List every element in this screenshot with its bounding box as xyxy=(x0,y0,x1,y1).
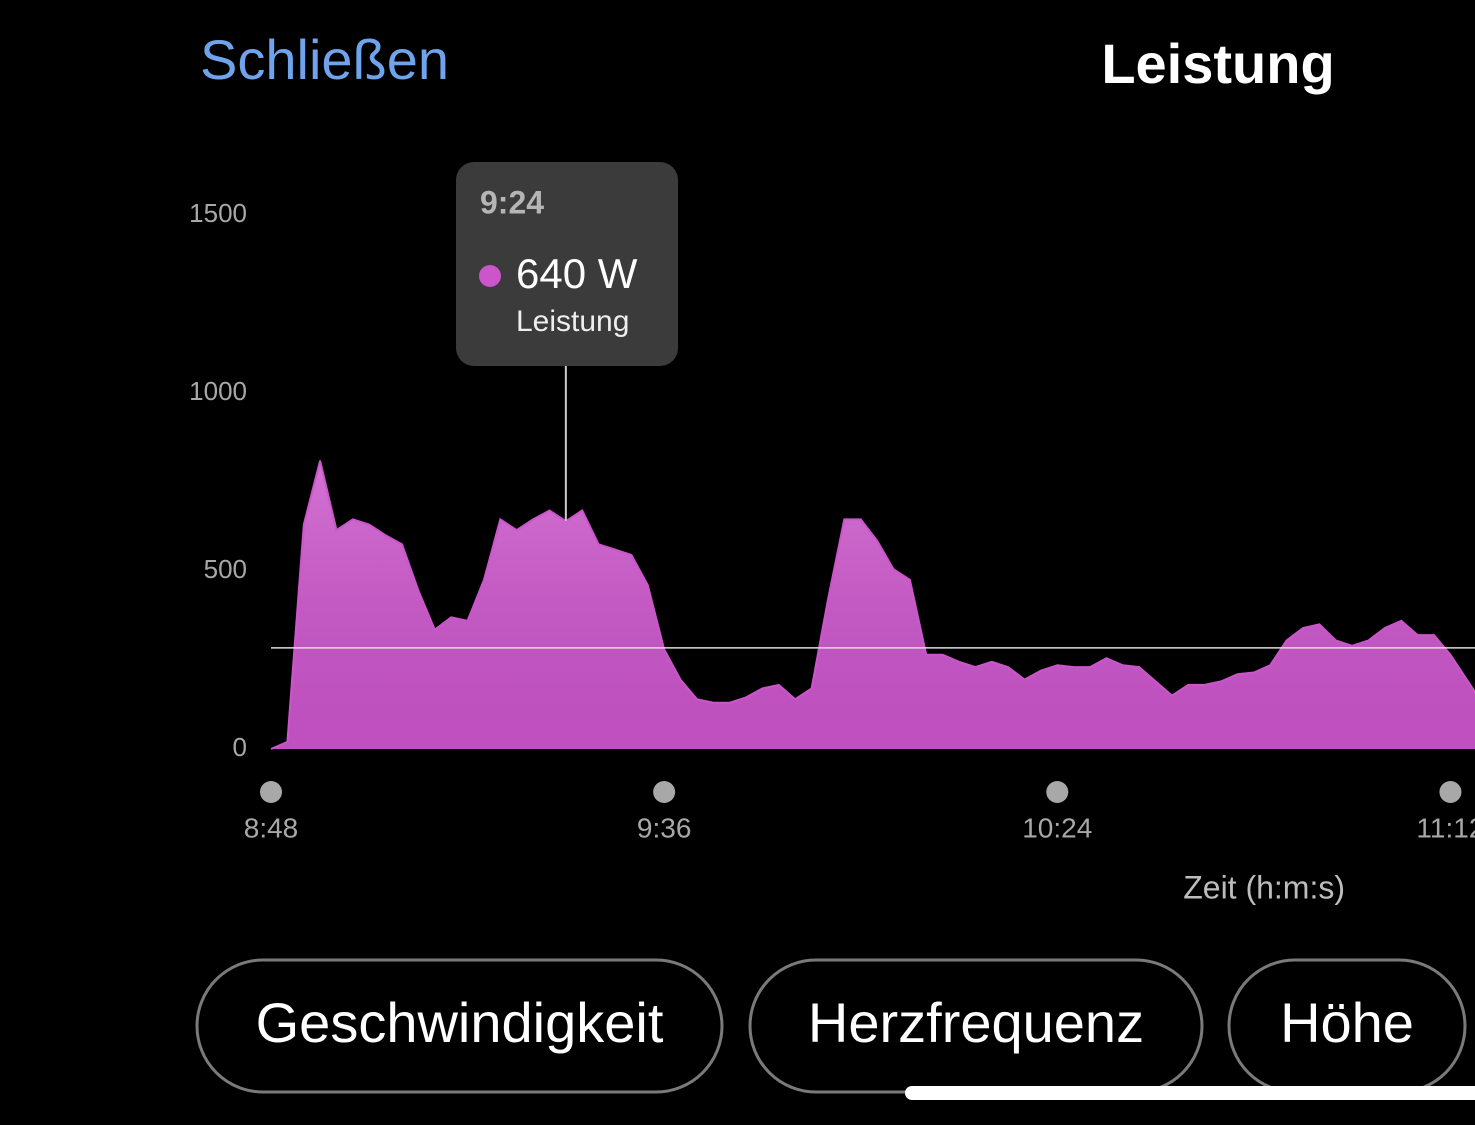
x-tick-label: 10:24 xyxy=(1022,812,1092,843)
x-tick-dot xyxy=(1439,781,1462,803)
tab-button[interactable] xyxy=(195,958,724,1094)
x-tick-dot xyxy=(260,781,282,803)
area-line xyxy=(270,460,1475,750)
tab-button-label[interactable]: Höhe xyxy=(1280,991,1414,1054)
y-tick-label: 0 xyxy=(233,732,247,762)
button-row: Geschwindigkeit Herzfrequenz Höhe xyxy=(195,958,1467,1094)
tooltip-time: 9:24 xyxy=(480,184,544,220)
tooltip-value: 640 W xyxy=(516,250,638,297)
x-tick-label: 11:12 xyxy=(1416,812,1475,843)
area-shade xyxy=(271,460,1475,749)
chart: 0 500 1000 1500 8:48 9:36 10:24 11:12 Zeit (h:m:… xyxy=(189,162,1475,905)
x-axis-label: Zeit (h:m:s) xyxy=(1183,869,1345,905)
x-tick-dot xyxy=(653,781,676,803)
tooltip-series: Leistung xyxy=(516,305,629,338)
y-tick-label: 1500 xyxy=(189,198,247,228)
x-tick-label: 9:36 xyxy=(637,812,692,843)
y-tick-label: 500 xyxy=(204,554,247,584)
tab-button-label[interactable]: Geschwindigkeit xyxy=(256,991,664,1054)
screen-title: Leistung xyxy=(1101,32,1334,95)
x-tick-label: 8:48 xyxy=(244,812,299,843)
close-button[interactable]: Schließen xyxy=(200,28,449,91)
x-tick-dot xyxy=(1046,781,1069,803)
tooltip-box xyxy=(456,162,678,366)
y-tick-label: 1000 xyxy=(189,376,247,406)
tab-button-label[interactable]: Herzfrequenz xyxy=(808,991,1144,1054)
scroll-indicator xyxy=(905,1086,1475,1100)
tooltip-dot xyxy=(479,265,501,287)
